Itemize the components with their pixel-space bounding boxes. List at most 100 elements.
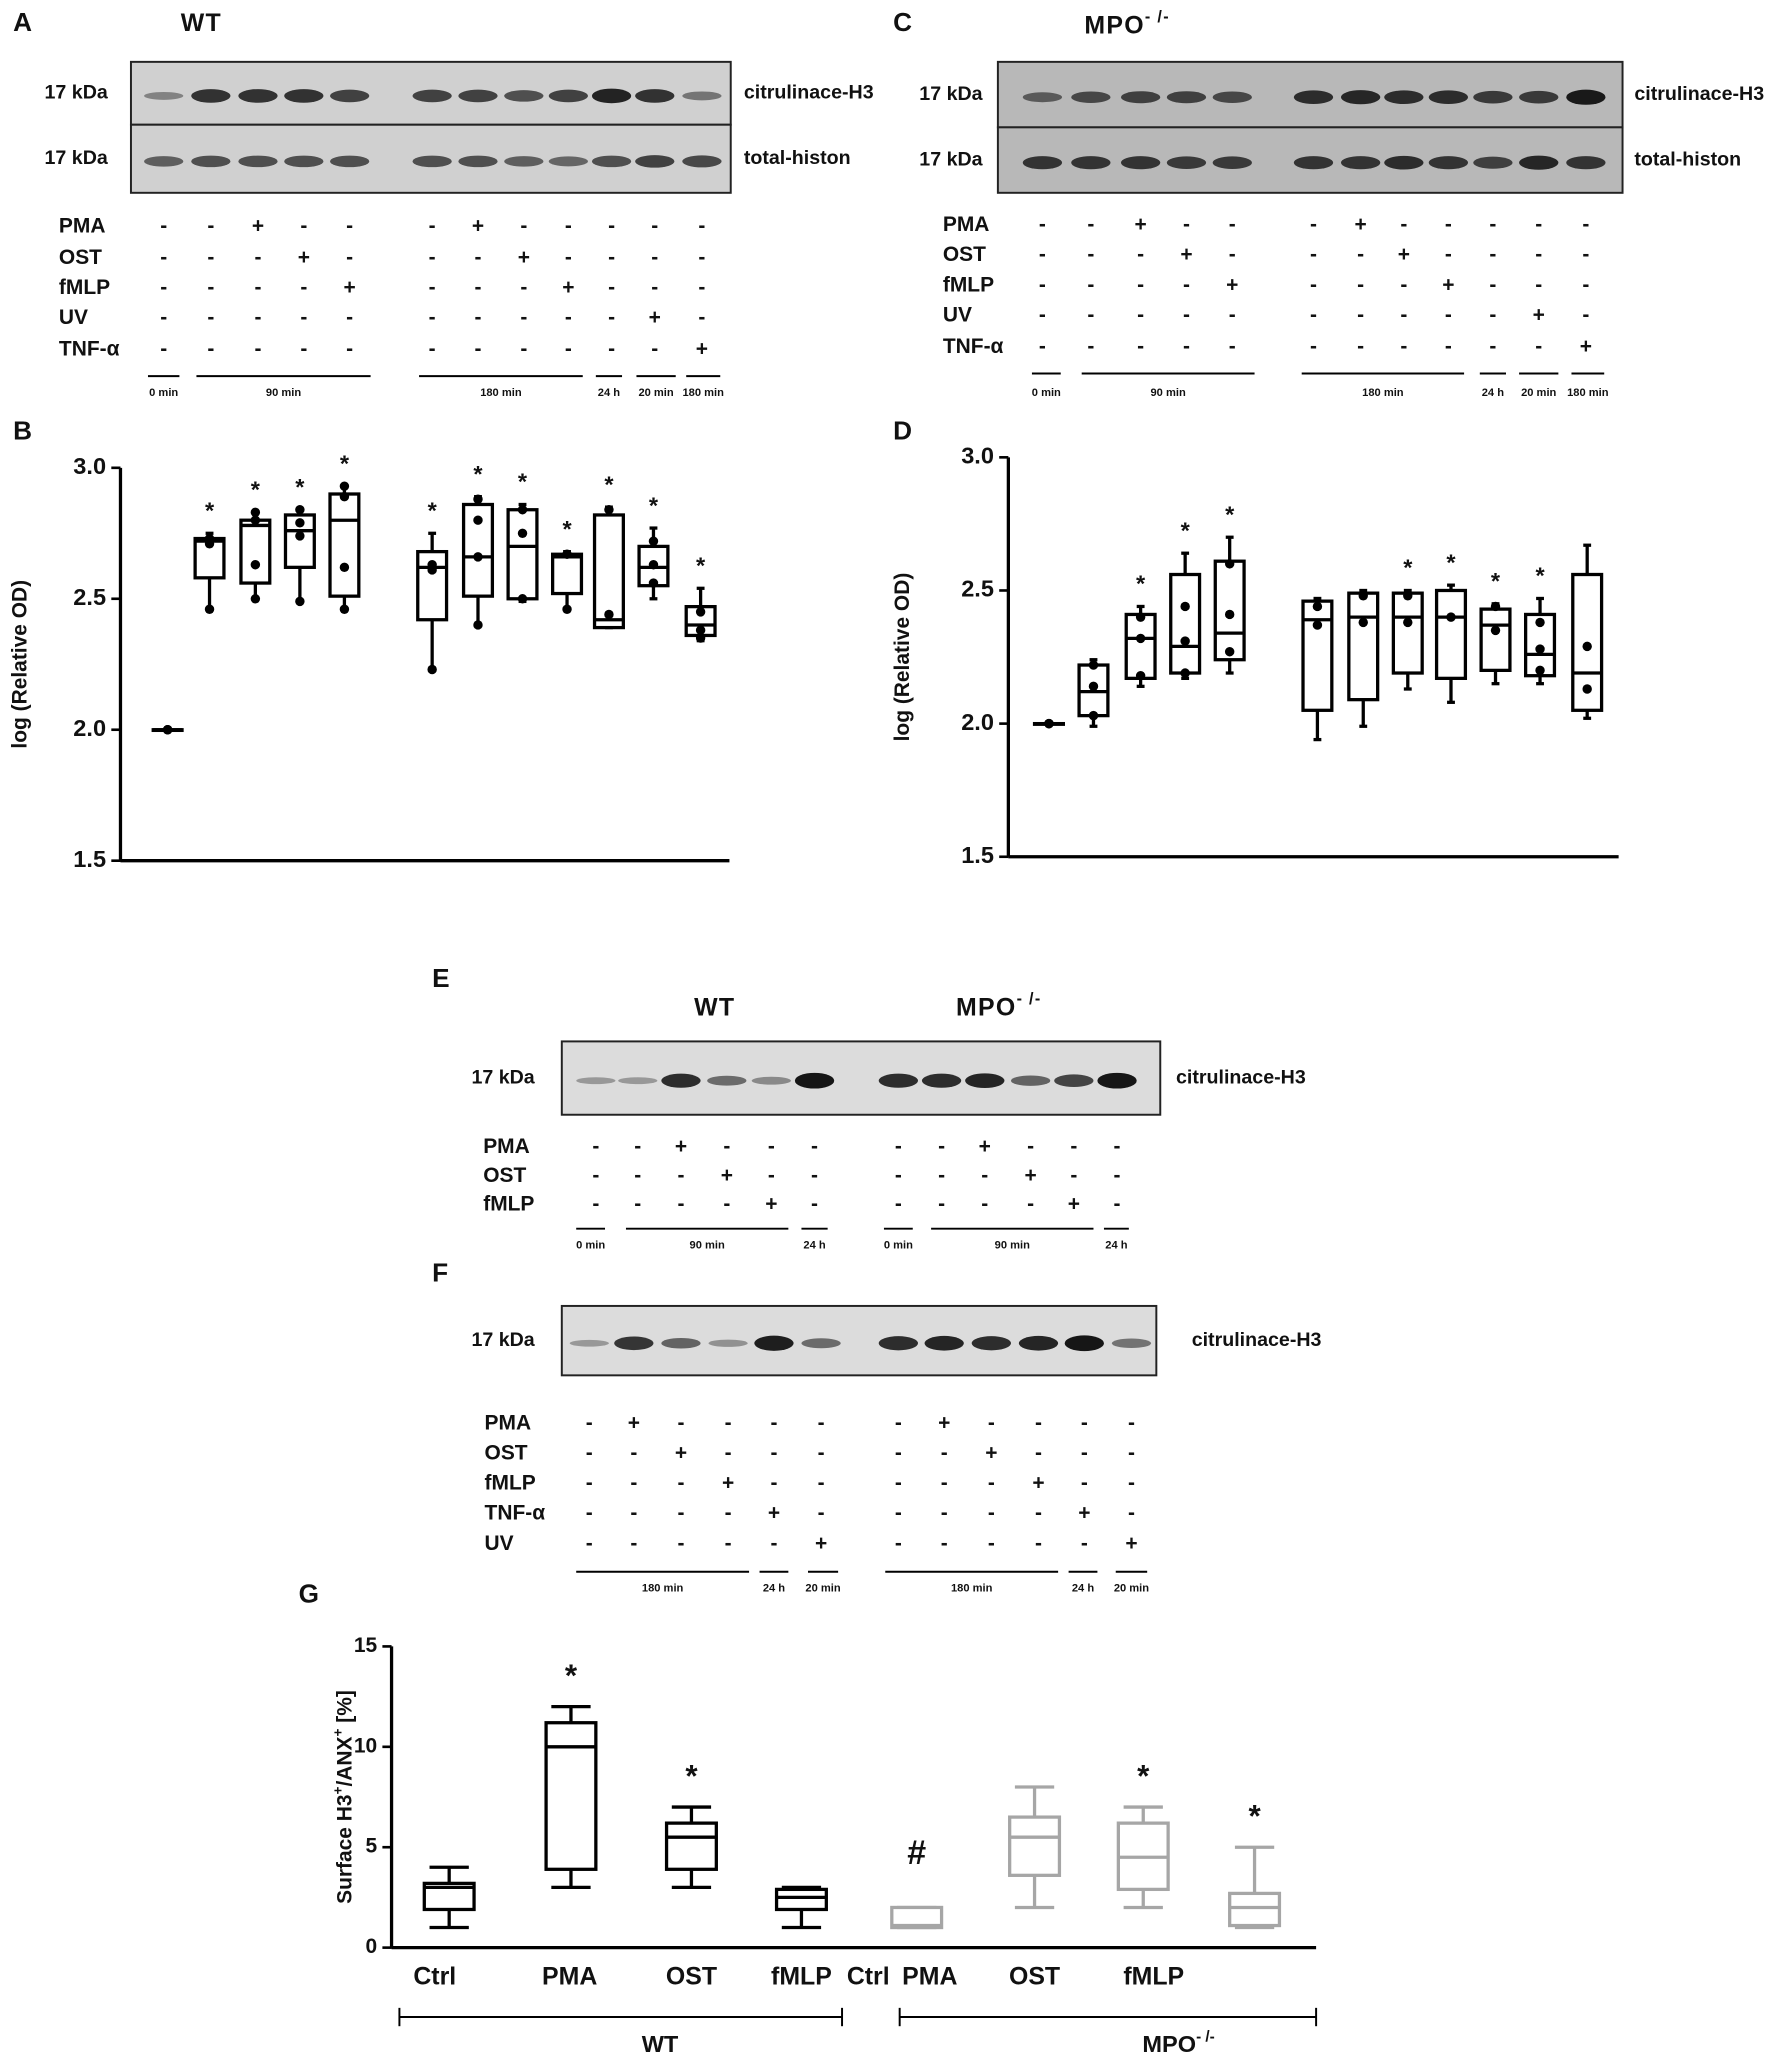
panel-letter: G <box>299 1578 319 1608</box>
treatment-mark: + <box>675 1441 687 1464</box>
time-label: 90 min <box>690 1240 725 1252</box>
panel-letter: A <box>13 7 32 37</box>
treatment-mark: - <box>1128 1472 1135 1495</box>
treatment-mark: - <box>300 306 307 329</box>
treatment-mark: - <box>474 276 481 299</box>
panel-title: MPO- /- <box>956 990 1042 1021</box>
blot-band <box>576 1077 616 1085</box>
data-point <box>1224 609 1235 620</box>
treatment-mark: + <box>628 1411 640 1434</box>
kda-label: 17 kDa <box>45 147 109 169</box>
treatment-mark: - <box>1445 213 1452 236</box>
blot-band <box>1120 156 1161 170</box>
treatment-mark: - <box>634 1164 641 1187</box>
data-point <box>1180 668 1190 678</box>
treatment-mark: - <box>346 214 353 237</box>
treatment-mark: - <box>474 337 481 360</box>
blot-band <box>1428 156 1469 170</box>
treatment-mark: - <box>1357 243 1364 266</box>
treatment-mark: - <box>938 1193 945 1216</box>
treatment-label: PMA <box>485 1411 532 1434</box>
treatment-mark: - <box>474 246 481 269</box>
treatment-mark: - <box>1535 273 1542 296</box>
data-point <box>695 633 706 643</box>
data-point <box>1312 620 1323 630</box>
treatment-mark: + <box>721 1164 733 1187</box>
treatment-mark: - <box>608 337 615 360</box>
treatment-mark: + <box>1078 1502 1090 1525</box>
treatment-mark: - <box>1489 303 1496 326</box>
treatment-mark: - <box>592 1193 599 1216</box>
treatment-mark: - <box>981 1193 988 1216</box>
blot-band <box>1473 90 1513 104</box>
time-label: 24 h <box>1105 1240 1127 1252</box>
treatment-label: fMLP <box>59 276 110 299</box>
treatment-mark: - <box>651 246 658 269</box>
treatment-label: fMLP <box>483 1193 534 1216</box>
blot-band <box>1120 91 1161 104</box>
treatment-mark: - <box>1310 335 1317 358</box>
box <box>1213 559 1246 662</box>
treatment-mark: + <box>1580 335 1592 358</box>
treatment-mark: - <box>677 1164 684 1187</box>
panel-letter: E <box>432 963 449 993</box>
treatment-mark: + <box>472 214 484 237</box>
kda-label: 17 kDa <box>471 1066 535 1088</box>
treatment-mark: - <box>698 246 705 269</box>
y-tick-label: 2.5 <box>73 584 106 610</box>
treatment-mark: - <box>895 1411 902 1434</box>
treatment-mark: - <box>938 1164 945 1187</box>
treatment-mark: - <box>818 1472 825 1495</box>
blot-band <box>284 89 324 103</box>
treatment-mark: - <box>1310 273 1317 296</box>
time-label: 0 min <box>1032 387 1061 399</box>
treatment-mark: - <box>895 1441 902 1464</box>
data-point <box>562 604 572 614</box>
panel-title: WT <box>181 8 222 36</box>
treatment-mark: - <box>1489 213 1496 236</box>
superscript: - /- <box>1145 8 1170 26</box>
treatment-mark: - <box>1081 1411 1088 1434</box>
blot-band <box>682 91 722 101</box>
significance-marker: * <box>473 461 483 487</box>
blot-band <box>661 1338 701 1349</box>
treatment-label: PMA <box>59 214 106 237</box>
treatment-mark: - <box>895 1135 902 1158</box>
treatment-mark: - <box>1114 1135 1121 1158</box>
treatment-mark: - <box>1087 273 1094 296</box>
treatment-mark: - <box>725 1532 732 1555</box>
time-label: 90 min <box>995 1240 1030 1252</box>
text-part: /ANX <box>333 1736 356 1786</box>
box <box>1434 588 1468 680</box>
treatment-mark: + <box>815 1532 827 1555</box>
blot-band <box>635 89 675 103</box>
blot-band <box>569 1339 609 1347</box>
data-point <box>1088 660 1099 670</box>
blot-band <box>330 89 370 103</box>
y-tick-label: 2.5 <box>961 576 994 602</box>
treatment-mark: + <box>1125 1532 1137 1555</box>
treatment-mark: - <box>520 306 527 329</box>
time-label: 20 min <box>805 1583 840 1595</box>
x-tick-label: Ctrl <box>413 1962 456 1990</box>
treatment-mark: - <box>630 1472 637 1495</box>
treatment-label: UV <box>59 306 88 329</box>
treatment-label: UV <box>485 1532 514 1555</box>
time-label: 20 min <box>638 387 673 399</box>
treatment-mark: - <box>770 1441 777 1464</box>
treatment-mark: - <box>1445 335 1452 358</box>
superscript: + <box>330 1729 345 1737</box>
treatment-mark: - <box>254 276 261 299</box>
treatment-mark: - <box>981 1164 988 1187</box>
significance-marker: * <box>428 498 438 524</box>
panel-title: MPO- /- <box>1084 8 1170 39</box>
treatment-mark: - <box>634 1193 641 1216</box>
treatment-mark: - <box>1137 335 1144 358</box>
group-label: MPO- /- <box>1142 2029 1214 2054</box>
significance-marker: * <box>1181 517 1191 543</box>
treatment-mark: - <box>346 306 353 329</box>
treatment-mark: - <box>586 1441 593 1464</box>
significance-marker: * <box>562 516 572 542</box>
data-point <box>1490 625 1501 636</box>
treatment-mark: - <box>586 1532 593 1555</box>
